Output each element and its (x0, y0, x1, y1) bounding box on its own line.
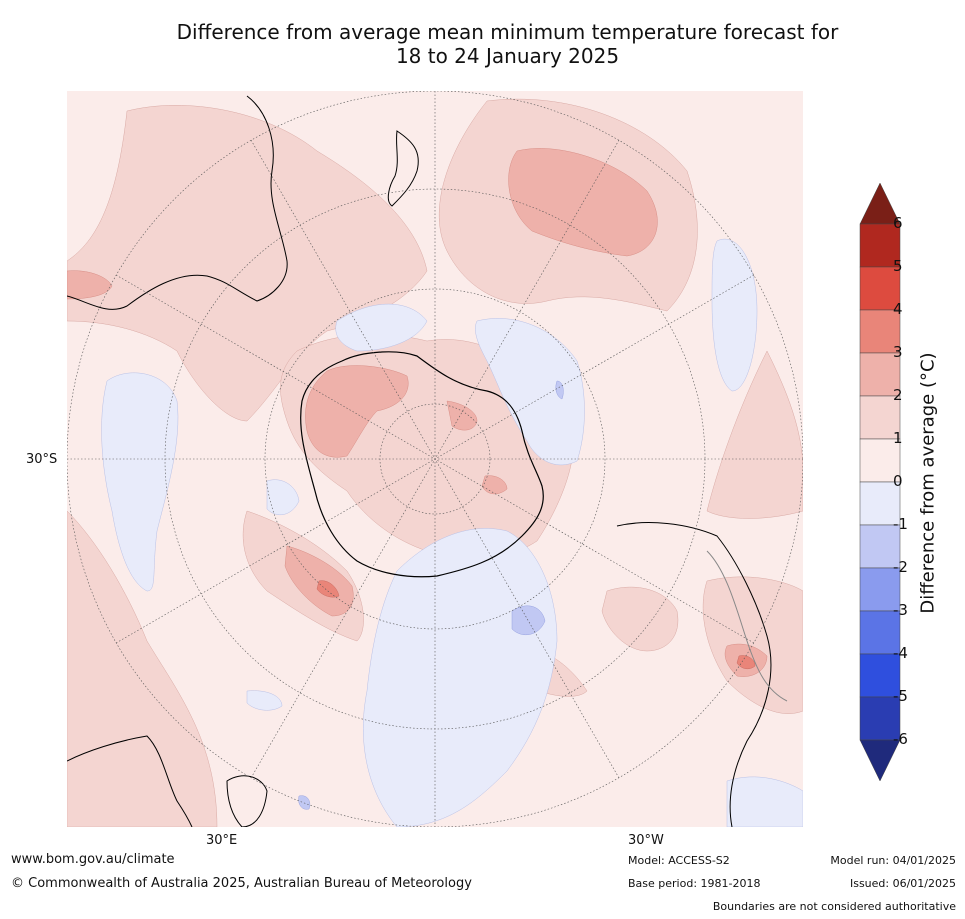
colorbar-band (859, 481, 901, 526)
colorbar-band (859, 696, 901, 741)
colorbar-tick-label: -2 (893, 558, 908, 576)
colorbar-tick-label: -3 (893, 601, 908, 619)
footer-disclaimer: Boundaries are not considered authoritat… (712, 900, 956, 913)
colorbar-label: Difference from average (°C) (917, 352, 939, 614)
title-line-2: 18 to 24 January 2025 (395, 44, 620, 68)
colorbar-tick-label: -1 (893, 515, 908, 533)
colorbar-tick-label: 6 (893, 214, 903, 232)
footer-issued: Issued: 06/01/2025 (849, 877, 956, 890)
colorbar (859, 183, 901, 782)
colorbar-band (859, 653, 901, 698)
colorbar-band (859, 266, 901, 311)
colorbar-tick-label: 0 (893, 472, 903, 490)
colorbar-tick-label: 5 (893, 257, 903, 275)
lon-label-30w: 30°W (628, 833, 664, 848)
australia-coastline (67, 95, 288, 310)
colorbar-band (859, 610, 901, 655)
lat-label-30s: 30°S (26, 452, 58, 467)
antarctica-coastline (300, 351, 544, 578)
colorbar-tick-label: 4 (893, 300, 903, 318)
title-line-1: Difference from average mean minimum tem… (176, 20, 839, 44)
colorbar-tick-label: -5 (893, 687, 908, 705)
lon-label-30e: 30°E (206, 833, 238, 848)
anomaly-region-3-4 (316, 580, 756, 670)
colorbar-band (859, 309, 901, 354)
anomaly-region-neg1-0 (101, 238, 803, 827)
footer-website: www.bom.gov.au/climate (11, 852, 175, 867)
anomaly-map (67, 91, 803, 827)
colorbar-band (859, 524, 901, 569)
colorbar-band (859, 395, 901, 440)
south-america-coastline (616, 522, 772, 827)
colorbar-tick-label: 3 (893, 343, 903, 361)
colorbar-band (859, 352, 901, 397)
footer-model: Model: ACCESS-S2 (628, 854, 730, 867)
colorbar-band (859, 223, 901, 268)
colorbar-band (859, 438, 901, 483)
africa-coastline (67, 735, 193, 827)
new-zealand-coastline (387, 130, 419, 207)
anomaly-region-neg2-neg1 (298, 380, 564, 810)
chart-title: Difference from average mean minimum tem… (60, 20, 955, 68)
footer-base-period: Base period: 1981-2018 (628, 877, 761, 890)
colorbar-tick-label: -6 (893, 730, 908, 748)
footer-copyright: © Commonwealth of Australia 2025, Austra… (11, 876, 472, 891)
colorbar-tick-label: 1 (893, 429, 903, 447)
anomaly-region-2-3 (67, 148, 768, 677)
south-america-border (706, 550, 788, 702)
colorbar-tick-label: 2 (893, 386, 903, 404)
colorbar-extend-min (859, 739, 901, 782)
graticule (67, 91, 803, 827)
colorbar-tick-label: -4 (893, 644, 908, 662)
madagascar-coastline (226, 775, 268, 827)
footer-model-run: Model run: 04/01/2025 (830, 854, 956, 867)
